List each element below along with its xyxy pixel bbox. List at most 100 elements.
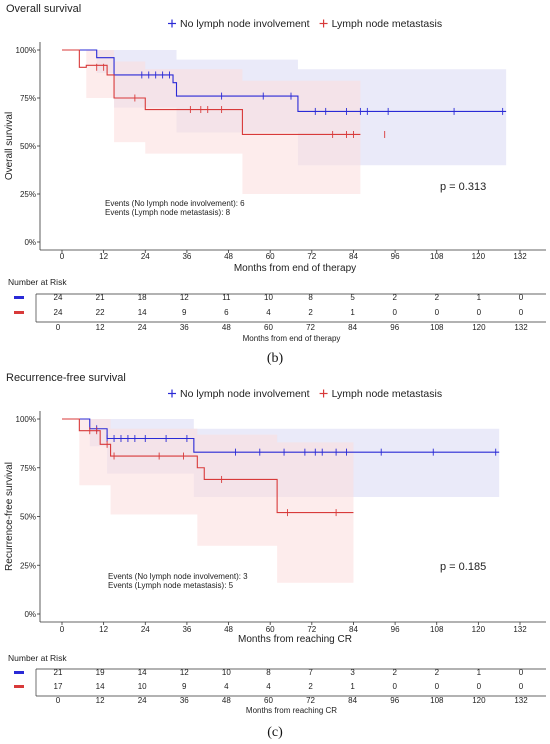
risk-x-label: 96 bbox=[390, 696, 399, 705]
confidence-band-lymph-node-metastasis bbox=[62, 419, 354, 583]
risk-count-blue: 14 bbox=[138, 668, 147, 677]
risk-count-blue: 1 bbox=[477, 293, 482, 302]
risk-x-label: 84 bbox=[348, 696, 357, 705]
risk-count-blue: 11 bbox=[222, 293, 231, 302]
risk-x-label: 132 bbox=[514, 323, 528, 332]
events-text: Events (Lymph node metastasis): 8 bbox=[105, 208, 231, 217]
x-tick-label: 48 bbox=[224, 252, 233, 261]
risk-x-axis-label: Months from end of therapy bbox=[243, 334, 341, 343]
risk-x-axis-label: Months from reaching CR bbox=[246, 706, 337, 715]
y-tick-label: 25% bbox=[20, 561, 36, 570]
risk-count-red: 17 bbox=[54, 682, 63, 691]
y-axis-label: Overall survival bbox=[4, 112, 15, 180]
risk-x-label: 72 bbox=[306, 323, 315, 332]
x-axis-label: Months from end of therapy bbox=[234, 263, 356, 274]
x-tick-label: 84 bbox=[349, 625, 358, 634]
risk-count-blue: 24 bbox=[54, 293, 63, 302]
risk-x-label: 60 bbox=[264, 323, 273, 332]
risk-count-blue: 0 bbox=[519, 668, 524, 677]
risk-x-label: 12 bbox=[96, 696, 105, 705]
risk-table-title: Number at Risk bbox=[8, 653, 67, 663]
y-tick-label: 25% bbox=[20, 190, 36, 199]
y-tick-label: 100% bbox=[16, 415, 36, 424]
risk-count-red: 6 bbox=[224, 308, 229, 317]
risk-count-blue: 5 bbox=[350, 293, 355, 302]
survival-curve-lymph-node-metastasis bbox=[62, 49, 361, 136]
risk-count-blue: 8 bbox=[266, 668, 271, 677]
risk-count-red: 4 bbox=[224, 682, 229, 691]
risk-count-blue: 3 bbox=[350, 668, 355, 677]
risk-x-label: 120 bbox=[472, 696, 486, 705]
y-axis-label: Recurrence-free survival bbox=[4, 462, 15, 571]
risk-x-label: 48 bbox=[222, 696, 231, 705]
risk-count-red: 0 bbox=[393, 308, 398, 317]
p-value: p = 0.185 bbox=[440, 561, 486, 573]
survival-curve-lymph-node-metastasis bbox=[62, 418, 354, 514]
events-text: Events (No lymph node involvement): 6 bbox=[105, 199, 245, 208]
legend: No lymph node involvement Lymph node meta… bbox=[168, 388, 442, 400]
legend-label: No lymph node involvement bbox=[180, 388, 310, 400]
risk-count-red: 0 bbox=[519, 308, 524, 317]
risk-count-red: 9 bbox=[182, 682, 187, 691]
survival-curve-no-lymph-node bbox=[62, 49, 507, 112]
risk-x-label: 120 bbox=[472, 323, 486, 332]
legend-label: Lymph node metastasis bbox=[332, 18, 443, 30]
risk-x-label: 0 bbox=[56, 696, 61, 705]
risk-x-label: 84 bbox=[348, 323, 357, 332]
x-tick-label: 60 bbox=[266, 625, 275, 634]
x-tick-label: 96 bbox=[391, 625, 400, 634]
x-tick-label: 60 bbox=[266, 252, 275, 261]
risk-x-label: 12 bbox=[96, 323, 105, 332]
events-text: Events (Lymph node metastasis): 5 bbox=[108, 581, 234, 590]
risk-count-red: 2 bbox=[308, 308, 313, 317]
y-tick-label: 100% bbox=[16, 46, 36, 55]
x-tick-label: 132 bbox=[513, 252, 527, 261]
risk-count-red: 9 bbox=[182, 308, 187, 317]
risk-count-blue: 2 bbox=[393, 668, 398, 677]
risk-x-label: 108 bbox=[430, 323, 444, 332]
chart-title: Overall survival bbox=[6, 3, 81, 15]
risk-x-label: 72 bbox=[306, 696, 315, 705]
x-tick-label: 36 bbox=[182, 252, 191, 261]
risk-x-label: 24 bbox=[138, 323, 147, 332]
events-text: Events (No lymph node involvement): 3 bbox=[108, 572, 248, 581]
x-tick-label: 12 bbox=[99, 625, 108, 634]
x-tick-label: 24 bbox=[141, 252, 150, 261]
risk-x-label: 36 bbox=[180, 323, 189, 332]
risk-count-red: 10 bbox=[138, 682, 147, 691]
x-tick-label: 48 bbox=[224, 625, 233, 634]
risk-count-red: 1 bbox=[350, 682, 355, 691]
risk-count-red: 0 bbox=[435, 682, 440, 691]
chart-title: Recurrence-free survival bbox=[6, 372, 126, 384]
chart-panel-overall-survival: Overall survival No lymph node involvemen… bbox=[4, 3, 546, 366]
legend: No lymph node involvement Lymph node meta… bbox=[168, 18, 442, 30]
risk-count-blue: 1 bbox=[477, 668, 482, 677]
risk-count-blue: 7 bbox=[308, 668, 313, 677]
panel-caption: (b) bbox=[267, 351, 284, 366]
risk-count-red: 0 bbox=[519, 682, 524, 691]
y-tick-label: 75% bbox=[20, 464, 36, 473]
risk-count-red: 4 bbox=[266, 308, 271, 317]
x-tick-label: 0 bbox=[60, 625, 65, 634]
x-axis-label: Months from reaching CR bbox=[238, 634, 352, 645]
risk-count-blue: 12 bbox=[180, 668, 189, 677]
risk-count-red: 4 bbox=[266, 682, 271, 691]
panel-caption: (c) bbox=[267, 725, 283, 740]
y-tick-label: 75% bbox=[20, 94, 36, 103]
p-value: p = 0.313 bbox=[440, 181, 486, 193]
risk-count-blue: 21 bbox=[96, 293, 105, 302]
risk-count-blue: 12 bbox=[180, 293, 189, 302]
risk-count-blue: 8 bbox=[308, 293, 313, 302]
risk-count-blue: 10 bbox=[264, 293, 273, 302]
risk-x-label: 60 bbox=[264, 696, 273, 705]
x-tick-label: 72 bbox=[307, 625, 316, 634]
x-tick-label: 120 bbox=[472, 625, 486, 634]
risk-count-red: 2 bbox=[308, 682, 313, 691]
x-tick-label: 24 bbox=[141, 625, 150, 634]
x-tick-label: 84 bbox=[349, 252, 358, 261]
x-tick-label: 132 bbox=[513, 625, 527, 634]
risk-count-blue: 0 bbox=[519, 293, 524, 302]
